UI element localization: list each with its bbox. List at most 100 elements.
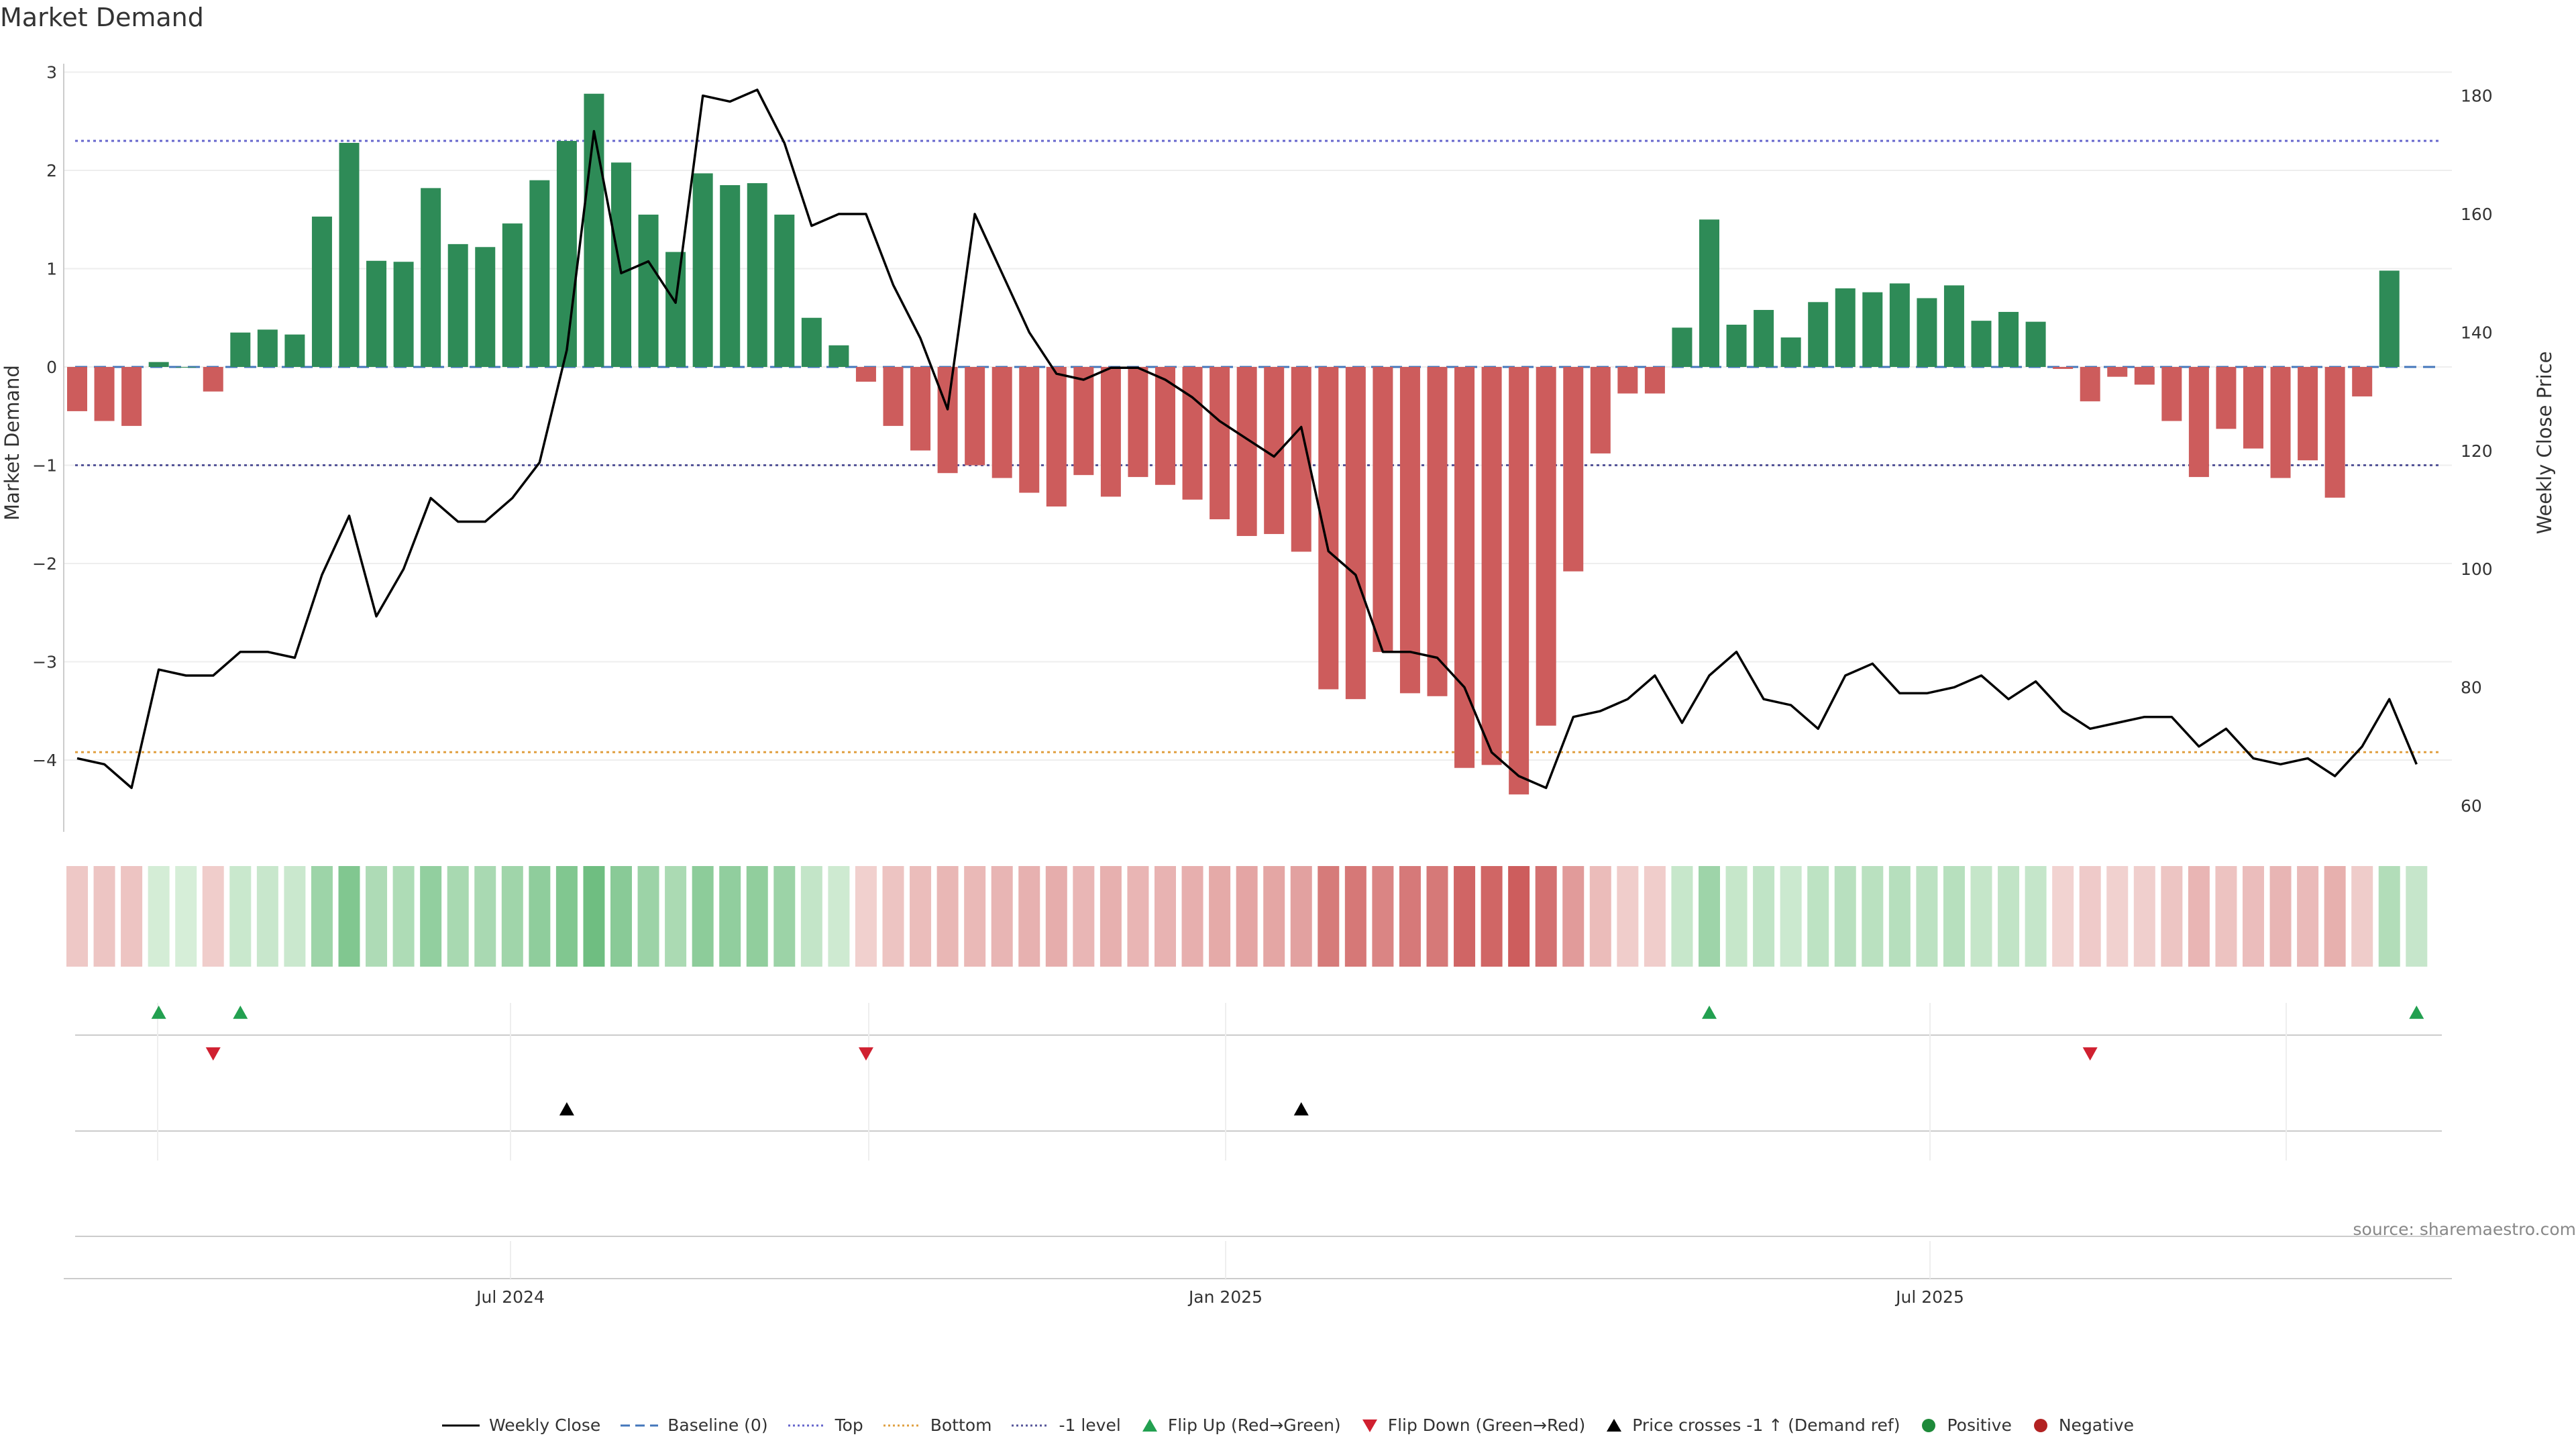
strip-cell bbox=[338, 866, 360, 967]
y-tick-label: 3 bbox=[46, 63, 57, 83]
demand-bar bbox=[339, 142, 360, 368]
strip-cell bbox=[1127, 866, 1149, 967]
strip-cell bbox=[1399, 866, 1421, 967]
legend: Weekly Close Baseline (0) Top Bottom -1 leve… bbox=[0, 1415, 2576, 1435]
strip-cell bbox=[1807, 866, 1829, 967]
price-cross-marker bbox=[1293, 1102, 1309, 1116]
y2-tick-label: 180 bbox=[2461, 87, 2493, 106]
legend-item: Price crosses -1 ↑ (Demand ref) bbox=[1605, 1415, 1900, 1435]
triangle-up-green-icon bbox=[1142, 1418, 1157, 1432]
strip-cell bbox=[202, 866, 224, 967]
x-tick-label: Jul 2024 bbox=[475, 1287, 545, 1307]
demand-bar bbox=[94, 367, 115, 421]
y2-axis-label: Weekly Close Price bbox=[2533, 352, 2556, 535]
event-markers bbox=[75, 1003, 2442, 1237]
strip-cell bbox=[2215, 866, 2237, 967]
weekly-close-line bbox=[76, 89, 2418, 790]
demand-bar bbox=[855, 367, 876, 382]
strip-cell bbox=[2133, 866, 2155, 967]
demand-bar bbox=[1808, 302, 1829, 367]
strip-cell bbox=[229, 866, 252, 967]
demand-bar bbox=[2379, 270, 2400, 367]
demand-bar bbox=[1454, 367, 1475, 768]
demand-bar bbox=[502, 223, 523, 367]
strip-cell bbox=[1671, 866, 1693, 967]
legend-label: Negative bbox=[2058, 1415, 2135, 1435]
y2-tick-label: 60 bbox=[2461, 796, 2482, 816]
legend-item: Baseline (0) bbox=[621, 1415, 768, 1435]
strip-cell bbox=[1589, 866, 1611, 967]
source-note: source: sharemaestro.com bbox=[2353, 1220, 2576, 1239]
strip-cell bbox=[2161, 866, 2183, 967]
strip-cell bbox=[1181, 866, 1203, 967]
demand-bar bbox=[1889, 283, 1910, 367]
strip-cell bbox=[555, 866, 578, 967]
demand-bar bbox=[1236, 367, 1257, 536]
line-dotted-blue-icon bbox=[788, 1424, 826, 1426]
demand-bar bbox=[1726, 325, 1747, 367]
legend-item: Flip Up (Red→Green) bbox=[1141, 1415, 1341, 1435]
strip-cell bbox=[175, 866, 197, 967]
price-line bbox=[76, 89, 2418, 790]
strip-cell bbox=[2406, 866, 2428, 967]
demand-bar bbox=[1182, 367, 1203, 500]
legend-label: Top bbox=[835, 1415, 863, 1435]
strip-cell bbox=[66, 866, 88, 967]
demand-bar bbox=[991, 367, 1012, 478]
strip-cell bbox=[1888, 866, 1911, 967]
strip-cell bbox=[828, 866, 850, 967]
demand-bar bbox=[393, 262, 414, 367]
strip-cell bbox=[2297, 866, 2319, 967]
legend-label: Bottom bbox=[930, 1415, 992, 1435]
demand-bar bbox=[1590, 367, 1611, 453]
demand-bar bbox=[311, 216, 332, 367]
demand-bar bbox=[665, 252, 686, 367]
strip-cell bbox=[800, 866, 822, 967]
demand-bar bbox=[67, 367, 87, 411]
demand-bar bbox=[1100, 367, 1121, 497]
strip-cell bbox=[1699, 866, 1720, 967]
strip-cell bbox=[2079, 866, 2101, 967]
demand-bar bbox=[1754, 310, 1774, 367]
y-axis-label: Market Demand bbox=[1, 365, 23, 521]
strip-cell bbox=[936, 866, 959, 967]
legend-label: Flip Down (Green→Red) bbox=[1387, 1415, 1586, 1435]
flip-up-marker bbox=[2409, 1006, 2424, 1019]
demand-bar bbox=[937, 367, 958, 474]
strip-cell bbox=[855, 866, 877, 967]
legend-item: Negative bbox=[2032, 1415, 2134, 1435]
strip-cell bbox=[1344, 866, 1366, 967]
strip-cell bbox=[1617, 866, 1639, 967]
y-tick-label: −4 bbox=[32, 751, 57, 770]
demand-bar bbox=[747, 183, 767, 367]
strip-cell bbox=[991, 866, 1013, 967]
demand-bar bbox=[1509, 367, 1529, 795]
demand-bar bbox=[421, 188, 441, 367]
legend-label: -1 level bbox=[1059, 1415, 1121, 1435]
y-tick-label: 1 bbox=[46, 260, 57, 279]
demand-bar bbox=[366, 260, 387, 367]
strip-cell bbox=[1970, 866, 1992, 967]
demand-bar bbox=[556, 141, 577, 368]
demand-bar bbox=[2270, 367, 2291, 478]
line-dotted-orange-icon bbox=[883, 1424, 921, 1426]
strip-cell bbox=[746, 866, 768, 967]
demand-heatmap-strip bbox=[66, 866, 2428, 967]
demand-bar bbox=[828, 345, 849, 367]
price-cross-marker bbox=[559, 1102, 574, 1116]
legend-label: Price crosses -1 ↑ (Demand ref) bbox=[1632, 1415, 1900, 1435]
strip-cell bbox=[2188, 866, 2210, 967]
demand-bar bbox=[203, 367, 223, 392]
demand-bar bbox=[447, 244, 468, 367]
demand-bar bbox=[720, 184, 741, 367]
demand-bar bbox=[638, 214, 659, 367]
y2-tick-label: 160 bbox=[2461, 205, 2493, 224]
y-tick-label: −3 bbox=[32, 653, 57, 672]
demand-bar bbox=[2324, 367, 2345, 498]
gridlines bbox=[64, 71, 2452, 761]
flip-up-marker bbox=[233, 1006, 248, 1019]
legend-item: Flip Down (Green→Red) bbox=[1361, 1415, 1586, 1435]
demand-bar bbox=[883, 367, 904, 426]
strip-cell bbox=[284, 866, 306, 967]
